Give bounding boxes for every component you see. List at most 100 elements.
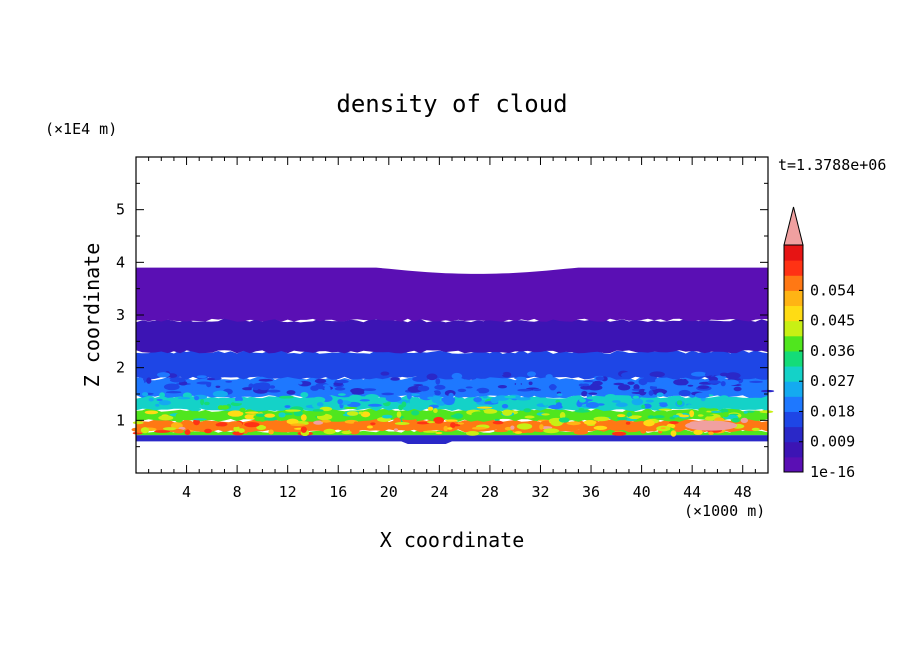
density-patch <box>258 378 274 382</box>
colorbar-tick-label: 0.054 <box>810 281 855 299</box>
x-tick-label: 24 <box>430 483 448 501</box>
density-patch <box>697 414 704 417</box>
density-patch <box>274 407 286 411</box>
density-patch <box>194 396 200 401</box>
density-patch <box>543 428 560 434</box>
colorbar-swatch <box>784 366 803 382</box>
density-patch <box>204 428 212 434</box>
colorbar-swatch <box>784 260 803 276</box>
x-tick-label: 4 <box>182 483 191 501</box>
colorbar-frame <box>783 244 804 473</box>
density-patch <box>398 404 404 411</box>
density-patch <box>268 429 274 435</box>
density-patch <box>358 411 364 415</box>
density-patch <box>457 388 467 393</box>
density-patch <box>482 409 498 414</box>
density-patch <box>366 425 373 429</box>
density-patch <box>627 381 635 385</box>
density-patch <box>426 373 438 381</box>
density-patch <box>527 371 536 377</box>
colorbar-swatch <box>784 381 803 397</box>
density-patch <box>433 390 441 393</box>
density-patch <box>300 414 307 421</box>
density-patch <box>196 375 207 379</box>
density-patch <box>704 416 716 421</box>
density-patch <box>435 431 443 435</box>
density-patch <box>390 377 400 381</box>
density-patch <box>316 402 324 407</box>
y-tick-label: 3 <box>116 306 125 324</box>
density-patch <box>239 407 246 413</box>
density-patch <box>559 412 566 419</box>
density-patch <box>465 386 473 389</box>
density-patch <box>300 392 309 398</box>
density-patch <box>434 384 446 390</box>
colorbar-swatch <box>784 275 803 291</box>
density-patch <box>406 392 412 400</box>
density-patch <box>632 395 640 400</box>
density-patch <box>244 422 260 428</box>
density-patch <box>541 413 550 416</box>
density-patch <box>743 410 748 414</box>
density-patch <box>476 372 487 379</box>
density-patch <box>640 381 646 384</box>
density-patch <box>158 400 171 406</box>
density-patch <box>238 428 245 433</box>
density-patch <box>517 388 532 392</box>
density-patch <box>722 412 729 418</box>
density-patch <box>493 429 509 433</box>
density-patch <box>607 392 612 395</box>
density-patch <box>204 401 210 406</box>
density-patch <box>616 417 628 421</box>
density-patch <box>642 376 659 383</box>
density-patch <box>253 385 259 391</box>
density-patch <box>532 388 542 392</box>
density-patch <box>556 393 563 396</box>
density-patch <box>482 395 488 399</box>
density-patch <box>590 383 598 387</box>
density-layer <box>136 267 768 322</box>
density-patch <box>490 397 499 404</box>
density-patch <box>385 395 402 402</box>
density-patch <box>412 376 429 382</box>
density-patch <box>698 407 708 413</box>
density-patch <box>644 390 649 393</box>
density-patch <box>450 422 456 428</box>
density-patch <box>159 405 173 408</box>
density-patch <box>191 407 201 412</box>
density-patch <box>625 421 631 425</box>
density-patch <box>672 377 679 380</box>
density-patch <box>192 418 207 421</box>
density-patch <box>585 402 600 409</box>
density-patch <box>524 415 535 419</box>
density-patch <box>246 397 257 402</box>
density-patch <box>323 428 336 435</box>
density-patch <box>278 412 286 418</box>
density-layer <box>136 318 768 354</box>
colorbar-swatch <box>784 320 803 337</box>
density-patch <box>370 422 376 426</box>
density-patch <box>574 409 590 413</box>
density-patch <box>132 421 144 425</box>
density-patch <box>514 431 522 434</box>
density-patch <box>334 387 346 391</box>
density-patch <box>284 405 291 409</box>
density-patch <box>647 415 655 419</box>
density-patch <box>158 379 165 383</box>
density-patch <box>155 403 160 407</box>
density-patch <box>579 398 586 403</box>
density-patch <box>759 410 774 414</box>
density-patch <box>338 393 346 396</box>
density-patch <box>165 391 182 394</box>
x-tick-label: 16 <box>329 483 347 501</box>
colorbar-tick-label: 0.027 <box>810 372 855 390</box>
density-patch <box>188 425 201 431</box>
density-patch <box>593 416 610 422</box>
y-axis-ticks: 1 2 3 4 5 <box>116 182 768 448</box>
density-patch <box>341 430 352 435</box>
density-patch <box>510 425 515 430</box>
density-layer <box>136 435 768 444</box>
density-patch <box>249 392 259 397</box>
x-tick-label: 12 <box>279 483 297 501</box>
